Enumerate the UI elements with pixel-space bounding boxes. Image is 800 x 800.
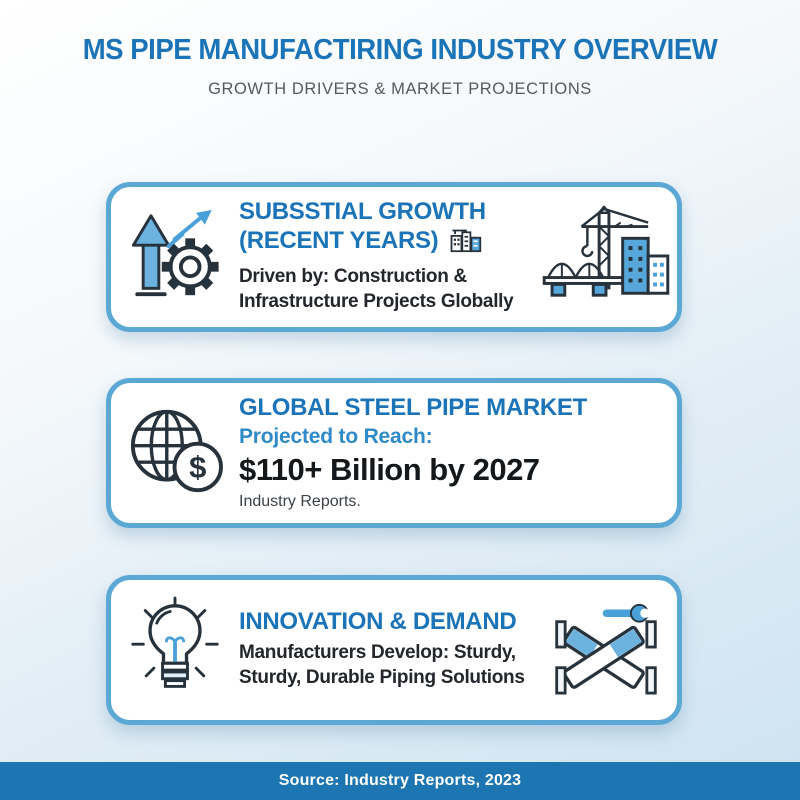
card3-text: INNOVATION & DEMAND Manufacturers Develo… [239, 608, 535, 690]
card-innovation-demand: INNOVATION & DEMAND Manufacturers Develo… [106, 575, 682, 725]
card2-subtitle: Projected to Reach: [239, 424, 433, 448]
card1-left-icon-area [111, 206, 239, 309]
card1-text: SUBSSTIAL GROWTH (RECENT YEARS) Driven b… [239, 198, 535, 314]
card-substantial-growth: SUBSSTIAL GROWTH (RECENT YEARS) Driven b… [106, 182, 682, 332]
pipes-wrench-icon [552, 600, 660, 701]
card1-title: SUBSSTIAL GROWTH (RECENT YEARS) [239, 198, 535, 260]
card2-text: GLOBAL STEEL PIPE MARKET Projected to Re… [239, 394, 677, 511]
card3-body: Manufacturers Develop: Sturdy, Sturdy, D… [239, 641, 535, 690]
card1-body-line1: Driven by: Construction & [239, 266, 467, 288]
card2-caption: Industry Reports. [239, 492, 361, 510]
growth-arrow-gear-icon [123, 206, 227, 309]
footer-source-text: Source: Industry Reports, 2023 [278, 772, 522, 789]
card2-highlight-value: $110+ Billion by 2027 [239, 451, 540, 487]
crane-bridge-buildings-icon [542, 203, 670, 311]
card1-body-line2: Infrastructure Projects Globally [239, 290, 514, 312]
card2-left-icon-area: $ [111, 405, 239, 502]
card3-left-icon-area [111, 594, 239, 707]
page-subtitle: GROWTH DRIVERS & MARKET PROJECTIONS [208, 79, 592, 98]
card1-title-line1: SUBSSTIAL GROWTH [239, 198, 486, 226]
lightbulb-icon [127, 594, 223, 707]
header: MS PIPE MANUFACTIRING INDUSTRY OVERVIEW … [0, 34, 800, 99]
card3-body-line1: Manufacturers Develop: Sturdy, [239, 642, 516, 664]
card1-body: Driven by: Construction & Infrastructure… [239, 265, 535, 314]
card1-right-icon-area [535, 203, 677, 311]
svg-text:$: $ [189, 449, 206, 484]
page-title: MS PIPE MANUFACTIRING INDUSTRY OVERVIEW [82, 34, 718, 66]
card3-title: INNOVATION & DEMAND [239, 608, 517, 636]
globe-dollar-icon: $ [124, 405, 226, 502]
card1-title-line2: (RECENT YEARS) [239, 227, 439, 255]
card2-title: GLOBAL STEEL PIPE MARKET [239, 394, 587, 422]
card3-right-icon-area [535, 600, 677, 701]
buildings-crane-icon [447, 226, 483, 260]
card-global-steel-pipe-market: $ GLOBAL STEEL PIPE MARKET Projected to … [106, 378, 682, 528]
footer-source-bar: Source: Industry Reports, 2023 [0, 762, 800, 800]
card3-body-line2: Sturdy, Durable Piping Solutions [239, 666, 525, 688]
